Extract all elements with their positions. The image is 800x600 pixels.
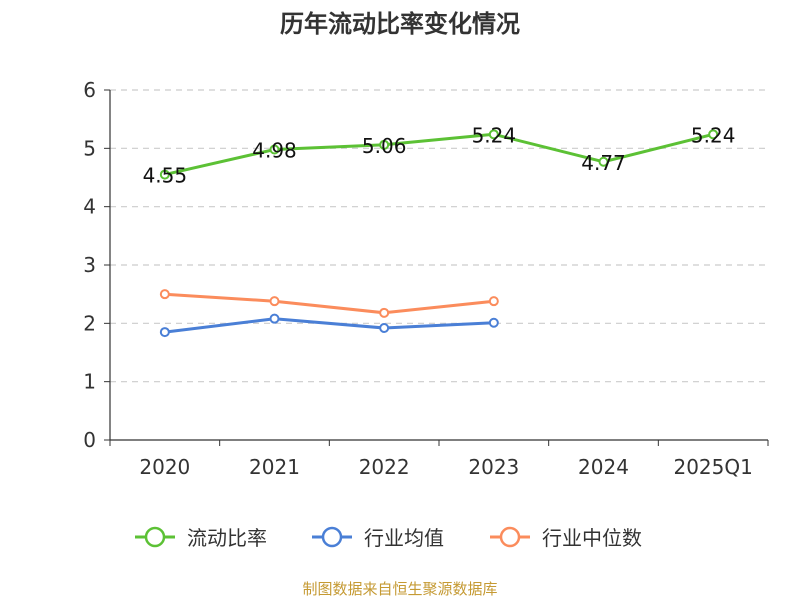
data-point-s2-2 bbox=[379, 307, 390, 318]
x-tick-label-2024: 2024 bbox=[578, 455, 629, 479]
data-point-s0-0 bbox=[159, 169, 170, 180]
data-point-s2-0 bbox=[159, 289, 170, 300]
legend-item-1[interactable]: 行业均值 bbox=[312, 526, 444, 550]
grid-lines bbox=[110, 89, 768, 383]
data-point-s2-1 bbox=[269, 296, 280, 307]
data-label-s0-4: 4.77 bbox=[581, 151, 626, 175]
y-tick-label-6: 6 bbox=[83, 78, 96, 102]
x-tick-label-2025Q1: 2025Q1 bbox=[673, 455, 752, 479]
data-point-s0-3 bbox=[488, 129, 499, 140]
data-label-s0-5: 5.24 bbox=[691, 123, 736, 147]
legend-item-0[interactable]: 流动比率 bbox=[135, 526, 267, 550]
y-tick-label-5: 5 bbox=[83, 136, 96, 160]
y-tick-label-3: 3 bbox=[83, 253, 96, 277]
x-tick-label-2023: 2023 bbox=[468, 455, 519, 479]
y-tick-label-4: 4 bbox=[83, 195, 96, 219]
legend: 流动比率 行业均值 行业中位数 bbox=[135, 526, 642, 550]
data-point-s1-0 bbox=[159, 327, 170, 338]
series-line-1 bbox=[164, 317, 494, 334]
y-tick-label-1: 1 bbox=[83, 370, 96, 394]
data-label-s0-1: 4.98 bbox=[252, 139, 297, 163]
series-line-2 bbox=[164, 292, 494, 315]
data-label-s0-3: 5.24 bbox=[472, 123, 517, 147]
data-point-s0-1 bbox=[269, 144, 280, 155]
y-tick-label-0: 0 bbox=[83, 428, 96, 452]
data-point-s2-3 bbox=[488, 296, 499, 307]
data-point-s0-2 bbox=[379, 139, 390, 150]
data-point-s0-4 bbox=[598, 156, 609, 167]
legend-marker-1 bbox=[321, 526, 343, 548]
data-label-s0-0: 4.55 bbox=[143, 164, 188, 188]
legend-label-2: 行业中位数 bbox=[542, 526, 642, 550]
series-layer bbox=[159, 129, 719, 338]
x-tick-label-2021: 2021 bbox=[249, 455, 300, 479]
y-tick-label-2: 2 bbox=[83, 311, 96, 335]
data-point-s1-3 bbox=[488, 317, 499, 328]
legend-marker-0 bbox=[144, 526, 166, 548]
data-point-s0-5 bbox=[708, 129, 719, 140]
legend-item-2[interactable]: 行业中位数 bbox=[490, 526, 642, 550]
legend-marker-2 bbox=[499, 526, 521, 548]
x-tick-label-2022: 2022 bbox=[359, 455, 410, 479]
legend-label-0: 流动比率 bbox=[187, 526, 267, 550]
legend-label-1: 行业均值 bbox=[364, 526, 444, 550]
data-labels: 4.55 4.98 5.06 5.24 4.77 5.24 bbox=[143, 123, 736, 187]
series-line-0 bbox=[164, 132, 714, 177]
data-label-s0-2: 5.06 bbox=[362, 134, 407, 158]
data-point-s1-2 bbox=[379, 323, 390, 333]
chart-title: 历年流动比率变化情况 bbox=[280, 10, 520, 38]
axes: 0 1 2 3 4 5 6 2020 2021 2022 2023 2024 2025Q1 bbox=[83, 78, 769, 479]
x-tick-label-2020: 2020 bbox=[139, 455, 190, 479]
source-note: 制图数据来自恒生聚源数据库 bbox=[302, 580, 497, 598]
data-point-s1-1 bbox=[269, 313, 280, 324]
